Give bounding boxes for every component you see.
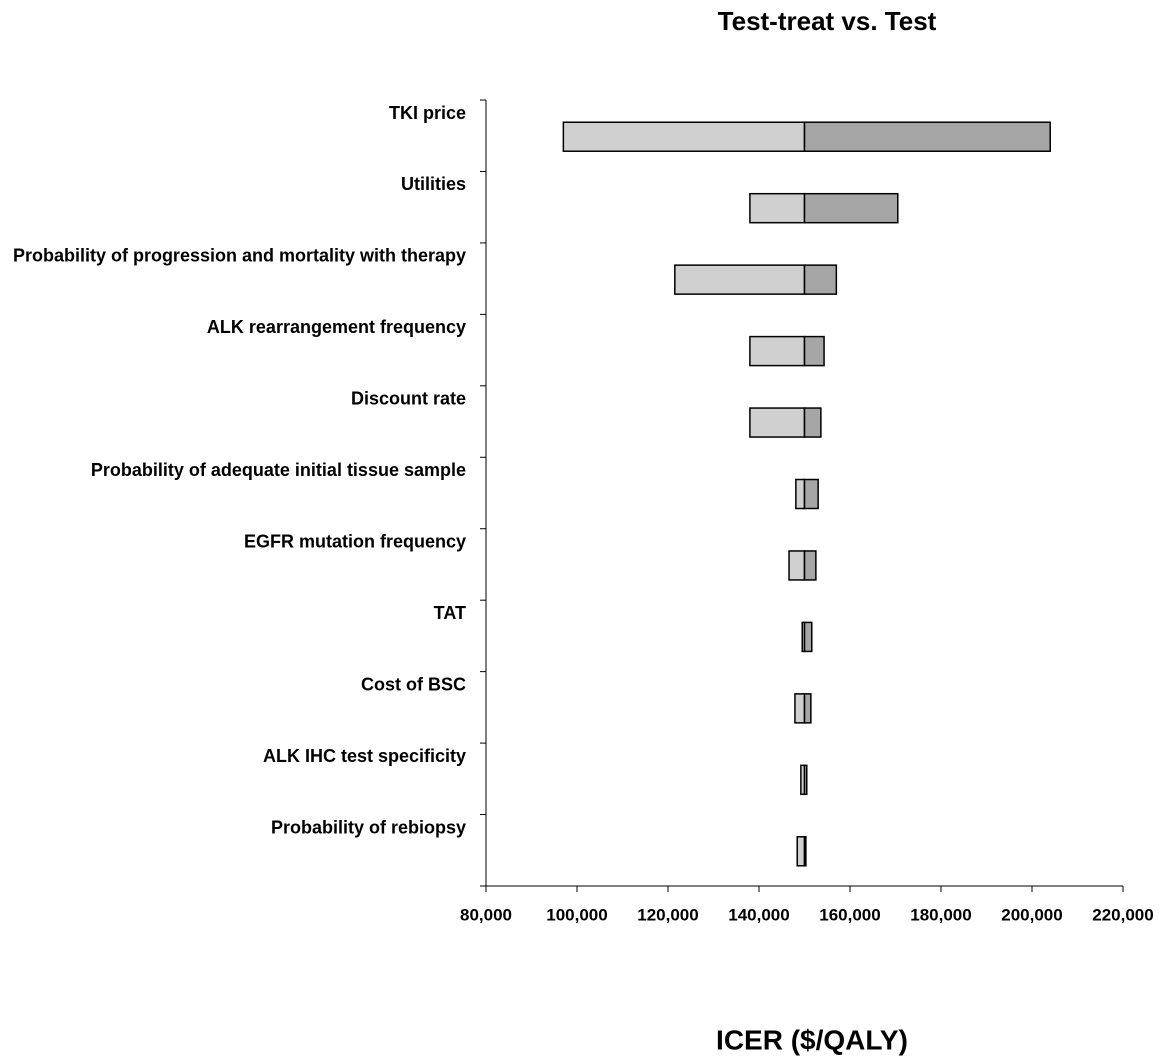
x-tick-label: 220,000: [1092, 905, 1153, 924]
high-bar: [803, 621, 813, 653]
x-tick-label: 80,000: [460, 905, 512, 924]
low-bar: [674, 264, 806, 295]
category-label: TKI price: [389, 103, 466, 123]
category-label: Probability of rebiopsy: [271, 817, 466, 837]
high-bar: [803, 836, 807, 867]
low-bar: [562, 121, 806, 152]
high-bar: [803, 407, 822, 438]
high-bar: [803, 478, 819, 510]
low-bar: [795, 478, 806, 510]
low-bar: [788, 550, 806, 581]
x-tick-label: 180,000: [910, 905, 971, 924]
category-label: Discount rate: [351, 389, 466, 409]
low-bar: [794, 693, 806, 724]
category-label: Cost of BSC: [361, 674, 466, 694]
x-tick-label: 100,000: [546, 905, 607, 924]
category-label: Probability of adequate initial tissue s…: [91, 460, 466, 480]
category-label: EGFR mutation frequency: [244, 531, 466, 551]
low-bar: [796, 836, 806, 867]
high-bar: [803, 693, 812, 724]
x-tick-label: 120,000: [637, 905, 698, 924]
category-label: TAT: [434, 603, 466, 623]
chart-title: Test-treat vs. Test: [718, 6, 937, 36]
low-bar: [749, 335, 806, 367]
category-label: ALK IHC test specificity: [263, 746, 466, 766]
x-tick-label: 200,000: [1001, 905, 1062, 924]
high-bar: [803, 121, 1051, 152]
high-bar: [803, 764, 808, 796]
high-bar: [803, 192, 899, 224]
high-bar: [803, 550, 817, 581]
high-bar: [803, 264, 838, 295]
low-bar: [749, 192, 806, 224]
x-tick-label: 140,000: [728, 905, 789, 924]
low-bar: [749, 407, 806, 438]
high-bar: [803, 335, 825, 367]
x-axis-title: ICER ($/QALY): [716, 1024, 908, 1055]
x-tick-label: 160,000: [819, 905, 880, 924]
category-label: ALK rearrangement frequency: [207, 317, 466, 337]
category-label: Utilities: [401, 174, 466, 194]
category-label: Probability of progression and mortality…: [13, 246, 466, 266]
